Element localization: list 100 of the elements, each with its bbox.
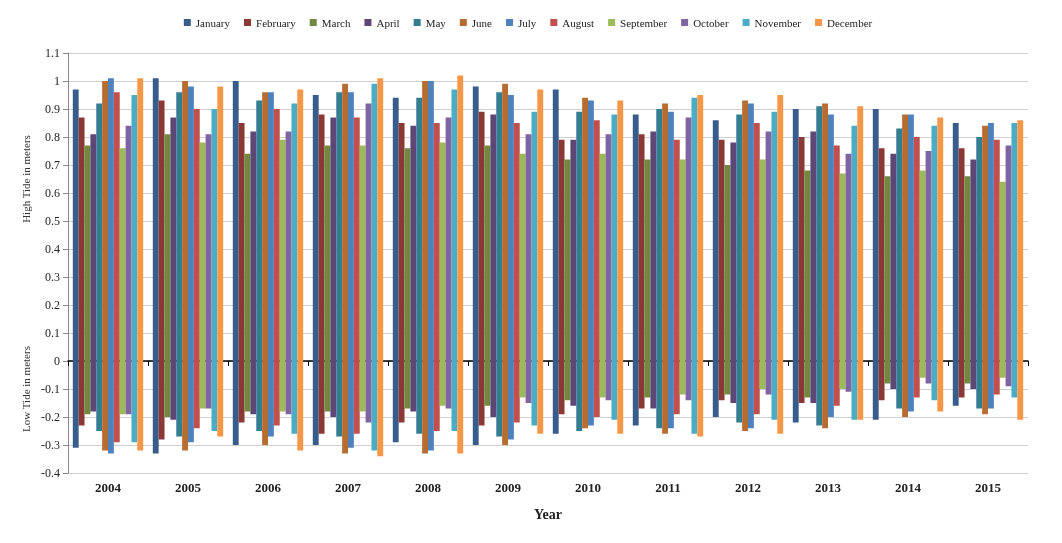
bar bbox=[759, 159, 766, 389]
bar bbox=[988, 123, 994, 409]
bar bbox=[576, 111, 583, 431]
bar bbox=[108, 78, 114, 454]
bar bbox=[810, 131, 817, 403]
bar bbox=[96, 103, 103, 431]
bar bbox=[937, 117, 944, 412]
bar bbox=[336, 92, 343, 437]
bar bbox=[78, 117, 85, 426]
bar bbox=[193, 109, 200, 429]
bar bbox=[433, 123, 440, 431]
x-tick-label: 2008 bbox=[415, 480, 442, 495]
y-tick-label: 0.2 bbox=[45, 298, 60, 312]
bar bbox=[490, 114, 497, 417]
bar bbox=[952, 123, 959, 406]
y-tick-label: 0.3 bbox=[45, 270, 60, 284]
bar bbox=[250, 131, 257, 415]
bar bbox=[833, 145, 840, 406]
bar bbox=[199, 142, 206, 409]
bar bbox=[377, 78, 384, 457]
bar bbox=[582, 97, 588, 429]
y-tick-label: 0.6 bbox=[45, 186, 60, 200]
bar bbox=[188, 86, 194, 443]
bar bbox=[617, 100, 624, 434]
bar bbox=[318, 114, 325, 434]
x-tick-label: 2011 bbox=[655, 480, 681, 495]
text: Low Tide in meters bbox=[20, 346, 32, 432]
y-tick-label: -0.1 bbox=[41, 382, 60, 396]
legend-label: March bbox=[321, 16, 351, 29]
y-tick-label: 0.4 bbox=[45, 242, 60, 256]
bar bbox=[999, 181, 1006, 378]
bar bbox=[611, 114, 618, 420]
bar bbox=[90, 134, 97, 412]
y-tick-label: -0.4 bbox=[41, 466, 60, 480]
bar bbox=[273, 109, 280, 426]
bar bbox=[392, 97, 399, 443]
bar bbox=[908, 114, 914, 412]
x-tick-label: 2009 bbox=[495, 480, 522, 495]
bar bbox=[822, 103, 828, 429]
bar bbox=[428, 81, 434, 451]
bar bbox=[896, 128, 903, 409]
bar bbox=[102, 81, 108, 451]
bar bbox=[588, 100, 594, 426]
bar bbox=[342, 83, 348, 454]
y-tick-label: 0 bbox=[54, 354, 60, 368]
bar bbox=[508, 95, 514, 440]
bar bbox=[478, 111, 485, 426]
bar bbox=[531, 111, 538, 426]
bar bbox=[570, 139, 577, 406]
bar bbox=[502, 83, 508, 445]
bar bbox=[638, 134, 645, 409]
bar bbox=[712, 120, 719, 417]
bar bbox=[291, 103, 298, 434]
legend-label: July bbox=[517, 16, 537, 29]
x-tick-label: 2014 bbox=[895, 480, 922, 495]
bar bbox=[668, 111, 674, 429]
bar bbox=[451, 89, 458, 431]
legend-label: October bbox=[693, 16, 729, 29]
bar bbox=[993, 139, 1000, 395]
legend-label: June bbox=[471, 16, 493, 29]
bar bbox=[593, 120, 600, 417]
bar bbox=[736, 114, 743, 423]
bar bbox=[398, 123, 405, 423]
bar bbox=[279, 139, 286, 412]
y-tick-label: 1 bbox=[54, 74, 60, 88]
bar bbox=[416, 97, 423, 434]
legend-label: November bbox=[754, 16, 802, 29]
bar bbox=[232, 81, 239, 445]
bar bbox=[771, 111, 778, 420]
y-tick-label: 0.7 bbox=[45, 158, 60, 172]
bar bbox=[919, 170, 926, 378]
bar bbox=[422, 81, 428, 454]
bar bbox=[513, 123, 520, 423]
bar bbox=[238, 123, 245, 423]
bar bbox=[262, 92, 268, 445]
legend-label: April bbox=[376, 16, 400, 29]
bar bbox=[353, 117, 360, 434]
bar bbox=[976, 137, 983, 409]
bar bbox=[828, 114, 834, 417]
bar bbox=[410, 125, 417, 412]
x-tick-label: 2004 bbox=[95, 480, 122, 495]
y-tick-label: 0.8 bbox=[45, 130, 60, 144]
x-tick-label: 2013 bbox=[815, 480, 842, 495]
legend-label: August bbox=[562, 16, 595, 29]
x-axis-title: Year bbox=[534, 506, 562, 522]
bar bbox=[839, 173, 846, 389]
y-tick-label: 1.1 bbox=[45, 46, 60, 60]
legend-label: May bbox=[425, 16, 447, 29]
x-tick-label: 2007 bbox=[335, 480, 362, 495]
bar bbox=[457, 75, 464, 454]
bar bbox=[718, 139, 725, 401]
y-tick-label: 0.5 bbox=[45, 214, 60, 228]
bar bbox=[792, 109, 799, 423]
bar bbox=[268, 92, 274, 437]
legend-label: September bbox=[620, 16, 668, 29]
bar bbox=[519, 153, 526, 398]
legend-label: December bbox=[827, 16, 873, 29]
bar bbox=[182, 81, 188, 451]
bar bbox=[211, 109, 218, 431]
bar bbox=[599, 153, 606, 398]
